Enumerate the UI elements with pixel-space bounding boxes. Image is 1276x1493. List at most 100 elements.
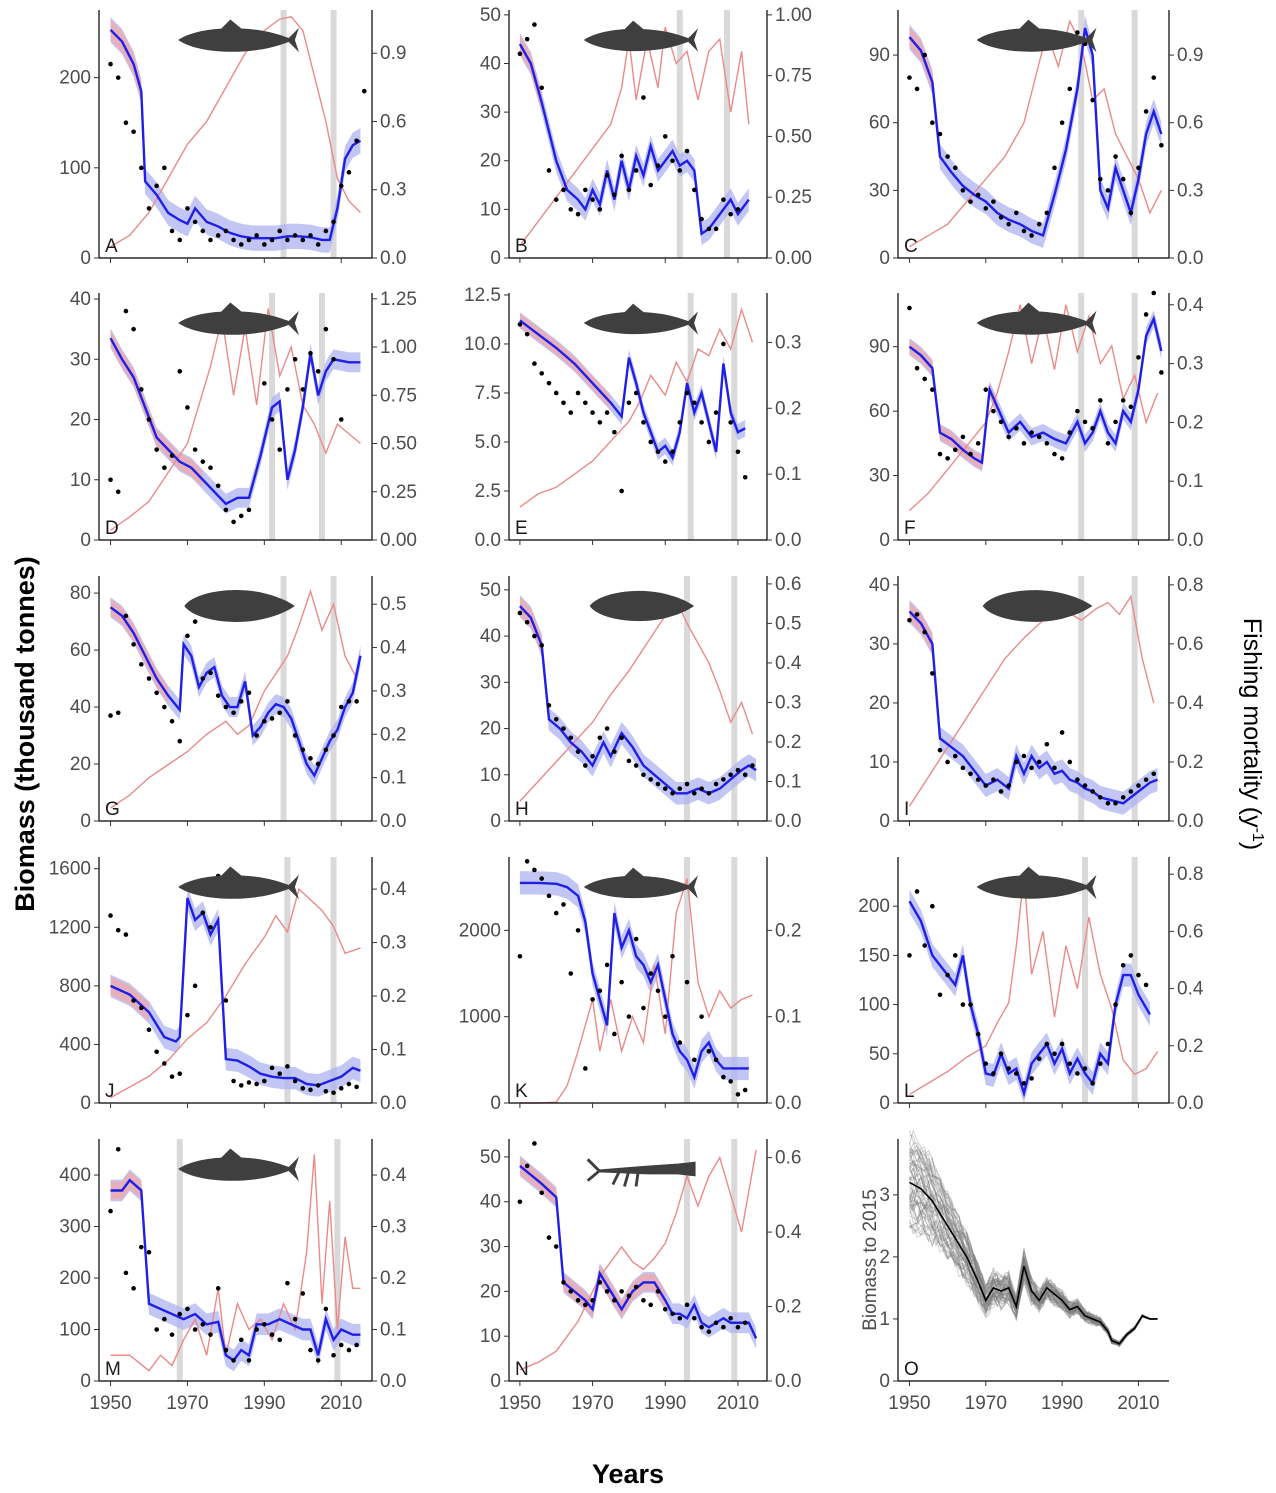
early-ci-band-j bbox=[110, 976, 149, 1022]
y-tick-label-left-h-1: 10 bbox=[480, 765, 501, 786]
observed-point-c-20 bbox=[1059, 120, 1065, 126]
y-axis-label-fishing-mortality-sup: -1 bbox=[1249, 828, 1266, 842]
regime-shift-bar-g-1 bbox=[330, 576, 337, 821]
observed-point-l-25 bbox=[1097, 1061, 1103, 1066]
observed-point-d-28 bbox=[323, 326, 329, 332]
observed-point-i-16 bbox=[1029, 765, 1034, 771]
y-tick-label-right-e-3: 0.3 bbox=[775, 332, 801, 353]
observed-point-c-30 bbox=[1136, 165, 1141, 171]
y-tick-label-right-l-0: 0.0 bbox=[1177, 1093, 1203, 1114]
observed-point-m-15 bbox=[223, 1347, 229, 1353]
observed-point-n-23 bbox=[684, 1302, 690, 1308]
observed-point-a-5 bbox=[146, 206, 152, 211]
panel-e: 0.0 2.5 5.0 7.5 10.0 12.5 0.0 0.1 0.2 0.3 E bbox=[464, 285, 801, 551]
y-tick-label-left-j-0: 0 bbox=[80, 1093, 91, 1114]
observed-point-i-31 bbox=[1143, 777, 1149, 782]
observed-point-l-5 bbox=[945, 972, 950, 978]
x-tick-label-o-0: 1950 bbox=[888, 1393, 930, 1414]
observed-point-g-6 bbox=[154, 690, 159, 696]
panel-c: 0 30 60 90 0.0 0.3 0.6 0.9 C bbox=[869, 10, 1203, 269]
observed-point-n-18 bbox=[648, 1302, 654, 1308]
y-tick-label-right-h-4: 0.4 bbox=[775, 653, 802, 674]
icon-fish-c-body bbox=[976, 27, 1097, 53]
observed-point-k-26 bbox=[706, 1048, 712, 1054]
y-tick-label-right-h-2: 0.2 bbox=[775, 732, 801, 753]
icon-fish-l bbox=[976, 866, 1097, 900]
observed-point-l-16 bbox=[1029, 1076, 1034, 1081]
y-tick-label-left-b-2: 20 bbox=[480, 151, 501, 172]
observed-point-i-18 bbox=[1044, 741, 1050, 747]
y-tick-label-left-i-4: 40 bbox=[869, 575, 890, 596]
y-tick-label-right-b-2: 0.50 bbox=[775, 126, 812, 147]
panel-g: 0 20 40 60 80 0.0 0.1 0.2 0.3 0.4 0.5 G bbox=[70, 576, 407, 832]
observed-point-e-16 bbox=[633, 390, 639, 396]
observed-point-h-20 bbox=[662, 786, 668, 791]
y-axis-label-fishing-mortality-text: Fishing mortality (y bbox=[1238, 618, 1266, 828]
observed-point-f-13 bbox=[1006, 434, 1011, 440]
observed-point-j-13 bbox=[208, 924, 213, 930]
regime-shift-bar-c-1 bbox=[1131, 10, 1138, 258]
y-tick-label-left-j-4: 1600 bbox=[49, 859, 91, 880]
observed-point-e-1 bbox=[524, 331, 530, 337]
y-axis-label-biomass: Biomass (thousand tonnes) bbox=[10, 556, 40, 912]
observed-point-h-16 bbox=[633, 763, 639, 768]
observed-point-n-25 bbox=[699, 1324, 704, 1330]
observed-point-f-3 bbox=[930, 387, 935, 392]
panel-letter-i: I bbox=[904, 799, 909, 820]
observed-point-n-7 bbox=[568, 1289, 574, 1294]
observed-point-l-19 bbox=[1052, 1051, 1057, 1057]
observed-point-n-27 bbox=[713, 1320, 719, 1326]
icon-fish-a-body bbox=[178, 27, 299, 53]
y-tick-label-right-h-6: 0.6 bbox=[775, 574, 801, 595]
x-tick-label-n-2: 1990 bbox=[644, 1393, 686, 1414]
ensemble-line-33 bbox=[908, 1166, 1158, 1343]
ensemble-lines-o bbox=[908, 1128, 1158, 1348]
observed-point-e-13 bbox=[612, 429, 617, 435]
y-tick-label-left-a-0: 0 bbox=[80, 248, 91, 269]
y-tick-label-left-h-0: 0 bbox=[490, 811, 501, 832]
observed-point-c-9 bbox=[975, 192, 981, 198]
y-tick-label-left-h-5: 50 bbox=[480, 580, 501, 601]
observed-point-e-28 bbox=[721, 341, 726, 347]
observed-point-i-20 bbox=[1059, 730, 1065, 735]
observed-point-l-6 bbox=[952, 953, 958, 958]
panel-letter-e: E bbox=[515, 518, 528, 539]
observed-point-f-8 bbox=[968, 451, 973, 457]
y-tick-label-left-n-0: 0 bbox=[490, 1371, 501, 1392]
observed-point-m-19 bbox=[254, 1327, 259, 1332]
y-tick-label-right-k-2: 0.2 bbox=[775, 920, 801, 941]
icon-fish-j-fin bbox=[220, 866, 242, 877]
observed-point-m-16 bbox=[231, 1358, 236, 1363]
observed-point-g-9 bbox=[177, 738, 183, 744]
y-tick-label-left-l-0: 0 bbox=[879, 1093, 890, 1114]
observed-point-b-19 bbox=[655, 163, 661, 168]
observed-point-d-18 bbox=[246, 507, 252, 513]
observed-point-c-26 bbox=[1105, 188, 1111, 193]
y-tick-label-right-m-0: 0.0 bbox=[380, 1371, 406, 1392]
observed-point-e-27 bbox=[713, 410, 719, 415]
observed-point-n-29 bbox=[728, 1315, 733, 1321]
observed-point-j-29 bbox=[331, 1090, 336, 1096]
early-ci-band-i bbox=[909, 601, 940, 748]
y-tick-label-right-f-3: 0.3 bbox=[1177, 354, 1203, 375]
observed-point-k-31 bbox=[742, 1087, 748, 1093]
observed-point-d-29 bbox=[331, 356, 336, 362]
y-tick-label-left-m-0: 0 bbox=[80, 1371, 91, 1392]
observed-point-h-12 bbox=[604, 726, 610, 731]
panel-j: 0 400 800 1200 1600 0.0 0.1 0.2 0.3 0.4 J bbox=[49, 857, 407, 1114]
observed-point-f-23 bbox=[1082, 419, 1088, 425]
y-tick-label-left-i-2: 20 bbox=[869, 693, 890, 714]
observed-point-f-29 bbox=[1128, 404, 1134, 410]
observed-point-m-21 bbox=[269, 1332, 275, 1337]
observed-point-k-15 bbox=[626, 1014, 632, 1019]
observed-point-g-12 bbox=[200, 676, 206, 681]
observed-point-g-2 bbox=[123, 613, 129, 619]
observed-point-g-17 bbox=[238, 699, 244, 704]
observed-point-f-15 bbox=[1021, 441, 1027, 446]
biomass-line-c bbox=[908, 27, 1163, 238]
observed-point-a-2 bbox=[123, 120, 129, 126]
panel-letter-d: D bbox=[105, 518, 119, 539]
ensemble-line-48 bbox=[909, 1154, 1158, 1343]
observed-point-h-26 bbox=[706, 790, 712, 796]
observed-point-i-4 bbox=[937, 747, 943, 753]
